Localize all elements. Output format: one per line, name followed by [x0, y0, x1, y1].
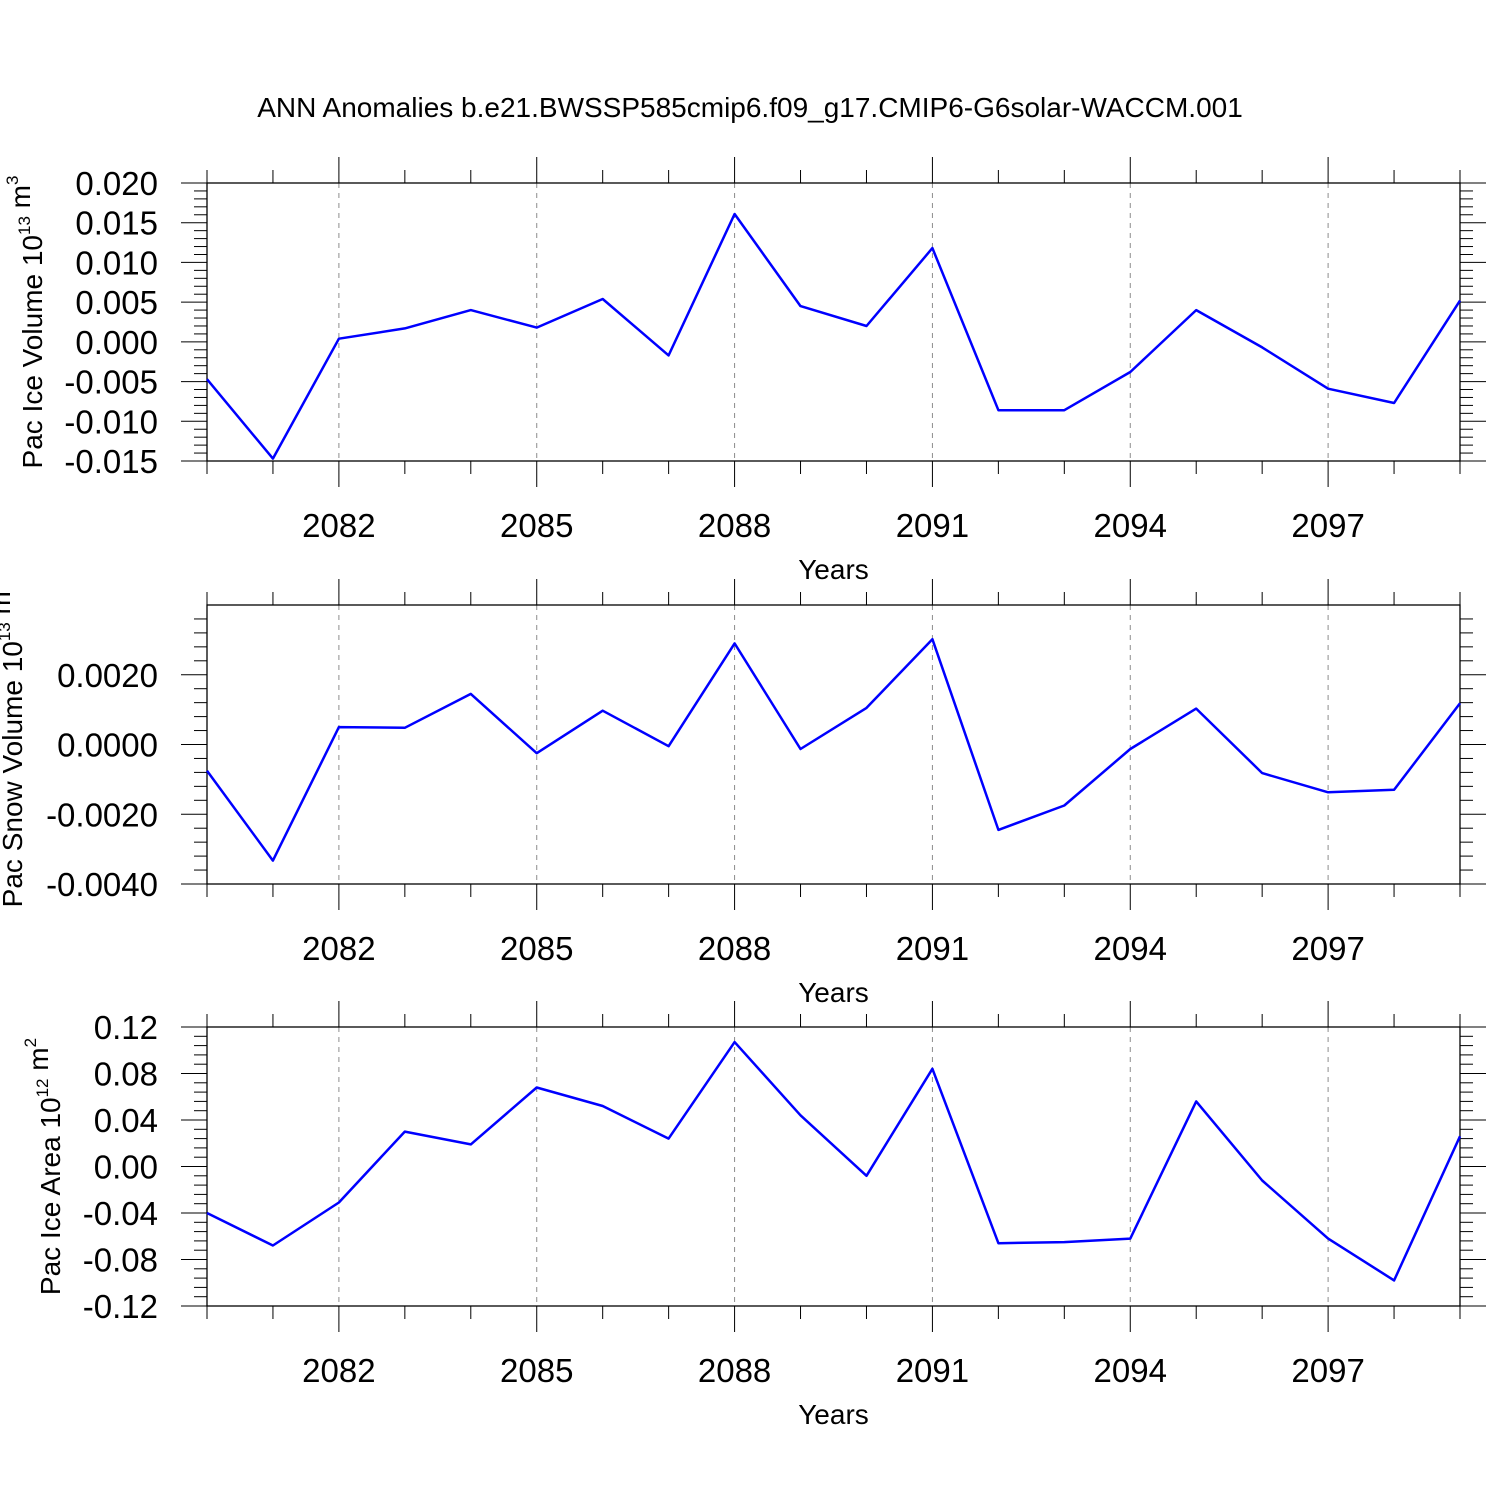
y-tick-label: -0.0040	[46, 866, 158, 903]
x-axis-label: Years	[798, 1399, 869, 1430]
y-axis-label: Pac Snow Volume 1013 m3	[0, 582, 28, 908]
series-line	[206, 1040, 1462, 1282]
panel-2: 2082 2085 2088 2091 2094 2097 Years -0.0040 -0.0…	[0, 579, 1486, 1008]
y-tick-label: -0.0020	[46, 796, 158, 833]
y-tick-label: 0.08	[94, 1056, 158, 1093]
x-tick-label: 2097	[1291, 1352, 1364, 1389]
figure-title: ANN Anomalies b.e21.BWSSP585cmip6.f09_g1…	[257, 92, 1243, 123]
y-tick-label: 0.12	[94, 1009, 158, 1046]
x-tick-label: 2082	[302, 930, 375, 967]
x-tick-label: 2091	[896, 930, 969, 967]
y-tick-label: -0.12	[83, 1288, 158, 1325]
x-tick-label: 2094	[1094, 507, 1167, 544]
x-tick-label: 2094	[1094, 1352, 1167, 1389]
x-tick-label: 2085	[500, 930, 573, 967]
plot-frame	[206, 604, 1461, 885]
y-tick-label: 0.0020	[57, 657, 158, 694]
plot-frame	[206, 182, 1461, 462]
plot-frame	[206, 1026, 1461, 1307]
x-tick-label: 2085	[500, 507, 573, 544]
y-tick-label: -0.015	[64, 443, 158, 480]
y-tick-label: -0.010	[64, 403, 158, 440]
y-axis-label: Pac Ice Area 1012 m2	[21, 1038, 66, 1295]
x-tick-label: 2082	[302, 1352, 375, 1389]
y-tick-label: 0.04	[94, 1102, 158, 1139]
x-tick-label: 2097	[1291, 507, 1364, 544]
x-tick-label: 2088	[698, 1352, 771, 1389]
panel-3: 2082 2085 2088 2091 2094 2097 Years -0.12 -0.08 -…	[21, 1001, 1486, 1430]
y-tick-label: -0.08	[83, 1242, 158, 1279]
x-tick-label: 2094	[1094, 930, 1167, 967]
x-tick-label: 2088	[698, 930, 771, 967]
x-tick-label: 2097	[1291, 930, 1364, 967]
y-tick-label: -0.005	[64, 364, 158, 401]
series-line	[206, 212, 1462, 460]
y-tick-label: 0.015	[75, 205, 158, 242]
y-tick-label: 0.005	[75, 284, 158, 321]
x-tick-label: 2091	[896, 1352, 969, 1389]
x-axis-label: Years	[798, 977, 869, 1008]
y-tick-label: 0.000	[75, 324, 158, 361]
x-axis-label: Years	[798, 554, 869, 585]
series-line	[205, 637, 1461, 862]
y-tick-label: -0.04	[83, 1195, 158, 1232]
y-axis-label: Pac Ice Volume 1013 m3	[3, 176, 48, 469]
x-tick-label: 2082	[302, 507, 375, 544]
x-tick-label: 2088	[698, 507, 771, 544]
x-tick-label: 2091	[896, 507, 969, 544]
y-tick-label: 0.00	[94, 1149, 158, 1186]
y-tick-label: 0.0000	[57, 727, 158, 764]
y-tick-label: 0.010	[75, 244, 158, 281]
x-tick-label: 2085	[500, 1352, 573, 1389]
y-tick-label: 0.020	[75, 165, 158, 202]
panel-1: 2082 2085 2088 2091 2094 2097 Years -0.015-0.01…	[3, 157, 1486, 585]
